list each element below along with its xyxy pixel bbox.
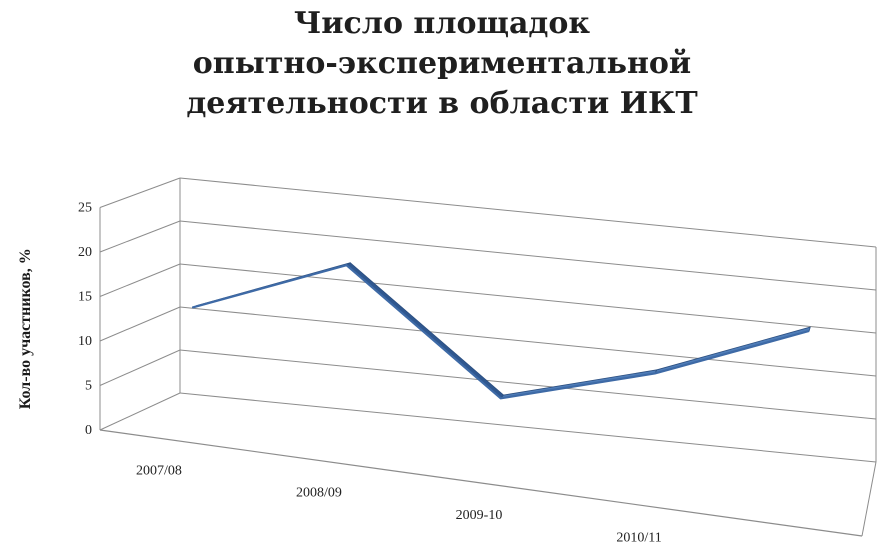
side-gridline xyxy=(99,220,181,253)
y-tick-label: 15 xyxy=(78,290,92,305)
back-gridline xyxy=(179,392,877,463)
back-gridline xyxy=(179,263,877,334)
y-axis-label: Кол-во участников, % xyxy=(17,248,34,409)
back-gridline xyxy=(179,306,877,377)
side-gridline xyxy=(99,177,181,208)
side-gridline xyxy=(99,306,181,342)
series-segment xyxy=(346,262,504,399)
side-gridline xyxy=(99,392,181,431)
y-tick-label: 10 xyxy=(78,334,92,349)
floor-front-edge xyxy=(99,429,863,537)
series-line-path xyxy=(192,264,810,400)
y-tick-label: 5 xyxy=(85,379,92,394)
side-gridline xyxy=(99,263,181,297)
floor-right-edge xyxy=(861,461,877,537)
chart-title-line-1: Число площадок xyxy=(293,6,591,41)
chart-title: Число площадок опытно-экспериментальной … xyxy=(0,4,884,124)
x-tick-label: 2010/11 xyxy=(616,530,661,545)
axes xyxy=(99,178,877,537)
side-gridline xyxy=(99,349,181,386)
x-tick-label: 2009-10 xyxy=(456,508,503,523)
chart-title-line-2: опытно-экспериментальной xyxy=(192,46,692,81)
back-gridline xyxy=(179,349,877,420)
y-tick-label: 25 xyxy=(78,201,92,216)
back-gridline xyxy=(179,177,877,248)
gridlines xyxy=(99,177,877,463)
chart-title-line-3: деятельности в области ИКТ xyxy=(186,86,698,121)
y-tick-labels: 0 5 10 15 20 25 xyxy=(78,201,92,439)
y-tick-label: 20 xyxy=(78,245,92,260)
x-tick-label: 2008/09 xyxy=(296,486,342,501)
y-tick-label: 0 xyxy=(85,423,92,438)
back-gridline xyxy=(179,220,877,291)
x-tick-label: 2007/08 xyxy=(136,463,182,478)
series-line xyxy=(191,262,811,400)
